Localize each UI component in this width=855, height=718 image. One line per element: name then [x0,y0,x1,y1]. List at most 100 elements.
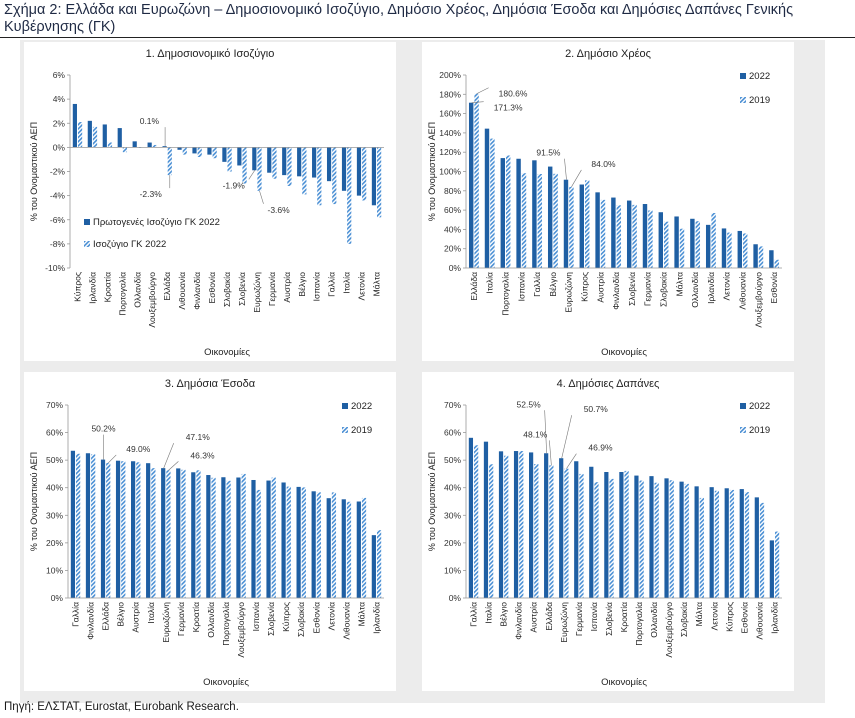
y-tick-label: -10% [45,263,65,273]
legend-label: 2022 [749,401,770,412]
y-tick-label: 10% [444,565,461,575]
x-tick-label: Πορτογαλία [501,272,511,316]
x-tick-label: Λετονία [357,272,367,301]
bar-series-1 [579,184,584,268]
x-tick-label: Σλοβενία [237,272,247,306]
x-tick-label: Πορτογαλία [634,602,644,646]
x-axis-label: Οικονομίες [601,347,647,358]
bar-series-1 [252,147,257,171]
bar-series-2 [506,155,511,268]
bar-series-1 [769,540,774,598]
x-tick-label: Εσθονία [769,272,779,304]
bar-series-2 [286,486,291,598]
bar-series-2 [594,482,599,598]
x-tick-label: Σλοβενία [604,602,614,636]
x-tick-label: Σλοβακία [679,602,689,637]
bar-series-1 [266,480,271,598]
x-tick-label: Γαλλία [469,602,479,627]
bar-series-1 [753,244,758,268]
bar-series-1 [619,472,624,598]
annotation-label: 180.6% [499,89,528,99]
x-tick-label: Αυστρία [529,602,539,633]
annotation-label: 91.5% [536,148,561,158]
bar-series-2 [569,186,574,268]
bar-series-1 [737,230,742,268]
bar-series-2 [122,147,128,153]
y-tick-label: 40% [46,483,63,493]
bar-series-2 [107,142,113,148]
bar-series-1 [72,103,77,148]
bar-series-1 [532,160,537,268]
bar-series-1 [690,218,695,268]
bar-series-1 [100,459,106,598]
bar-series-1 [70,450,76,598]
bar-series-2 [727,232,732,268]
legend-label: 2019 [351,425,372,436]
bar-series-1 [311,491,316,598]
bar-series-2 [287,147,292,186]
bar-series-1 [754,497,759,598]
bar-series-2 [585,180,590,268]
bar-series-2 [346,501,352,598]
bar-series-2 [121,461,126,598]
x-axis-label: Οικονομίες [204,347,250,358]
x-tick-label: Ελλάδα [544,602,554,631]
bar-series-1 [297,147,302,177]
bar-series-2 [553,173,558,268]
y-axis-label: % του Ονομαστικού ΑΕΠ [29,122,39,221]
source-note: Πηγή: ΕΛΣΤΑΤ, Eurostat, Eurobank Researc… [4,701,239,713]
bar-series-1 [312,147,317,178]
bar-series-2 [579,473,584,598]
bar-series-2 [331,492,337,598]
x-tick-label: Λιθουανία [177,272,187,310]
chart-public-revenue: 3. Δημόσια Έσοδα 0% 10% 20% 30% 40% 50% 60% 70%%… [24,372,396,691]
x-tick-label: Γαλλία [327,272,337,297]
bar-series-2 [167,147,172,176]
bar-series-2 [490,138,495,268]
x-tick-label: Λουξεμβούργο [147,272,157,328]
y-tick-label: 50% [444,455,461,465]
y-tick-label: 180% [439,89,461,99]
annotation-label: -1.9% [223,180,246,190]
bar-series-2 [271,477,276,598]
x-tick-label: Μάλτα [356,602,366,626]
y-tick-label: 120% [439,147,461,157]
annotation-label: 46.9% [588,443,613,453]
chart-title: 1. Δημοσιονομικό Ισοζύγιο [146,48,275,60]
x-tick-label: Ευρωζώνη [559,602,569,643]
chart-title: 4. Δημόσιες Δαπάνες [557,378,660,390]
x-tick-label: Σλοβακία [296,602,306,637]
bar-series-1 [115,460,121,598]
annotation-label: 171.3% [494,103,523,113]
bar-series-1 [222,147,227,162]
bar-series-2 [519,451,524,598]
bar-series-1 [237,147,242,166]
chart-title: 3. Δημόσια Έσοδα [165,378,256,390]
bar-series-1 [131,461,136,598]
annotation-label: 50.7% [584,404,609,414]
chart-svg: 4. Δημόσιες Δαπάνες 0% 10% 20% 30% 40% 50% 60% 7… [427,378,782,688]
x-tick-label: Ιταλία [146,602,156,624]
annotation-leader [108,454,117,464]
bar-series-1 [595,192,600,268]
bar-series-2 [152,144,157,148]
chart-svg: 2. Δημόσιο Χρέος 0% 20% 40% 60% 80% 100% 120% 14… [427,48,782,358]
annotation-leader [471,101,484,103]
bar-series-1 [102,124,107,148]
x-tick-label: Ολλανδία [132,272,142,308]
bar-series-2 [361,497,367,598]
x-tick-label: Κύπρος [281,602,291,632]
bar-series-2 [474,445,479,598]
bar-series-1 [498,451,504,598]
bar-series-1 [705,224,711,268]
x-tick-label: Σλοβενία [266,602,276,636]
x-tick-label: Φινλανδία [86,602,96,640]
legend-label: Ισοζύγιο ΓΚ 2022 [93,239,166,250]
bar-series-2 [272,147,277,179]
bar-series-2 [684,483,689,598]
bar-series-2 [241,473,246,598]
figure-title: Σχήμα 2: Ελλάδα και Ευρωζώνη – Δημοσιονο… [4,2,794,35]
x-tick-label: Ελλάδα [469,272,479,301]
bar-series-1 [177,147,182,150]
bar-series-1 [296,486,301,598]
